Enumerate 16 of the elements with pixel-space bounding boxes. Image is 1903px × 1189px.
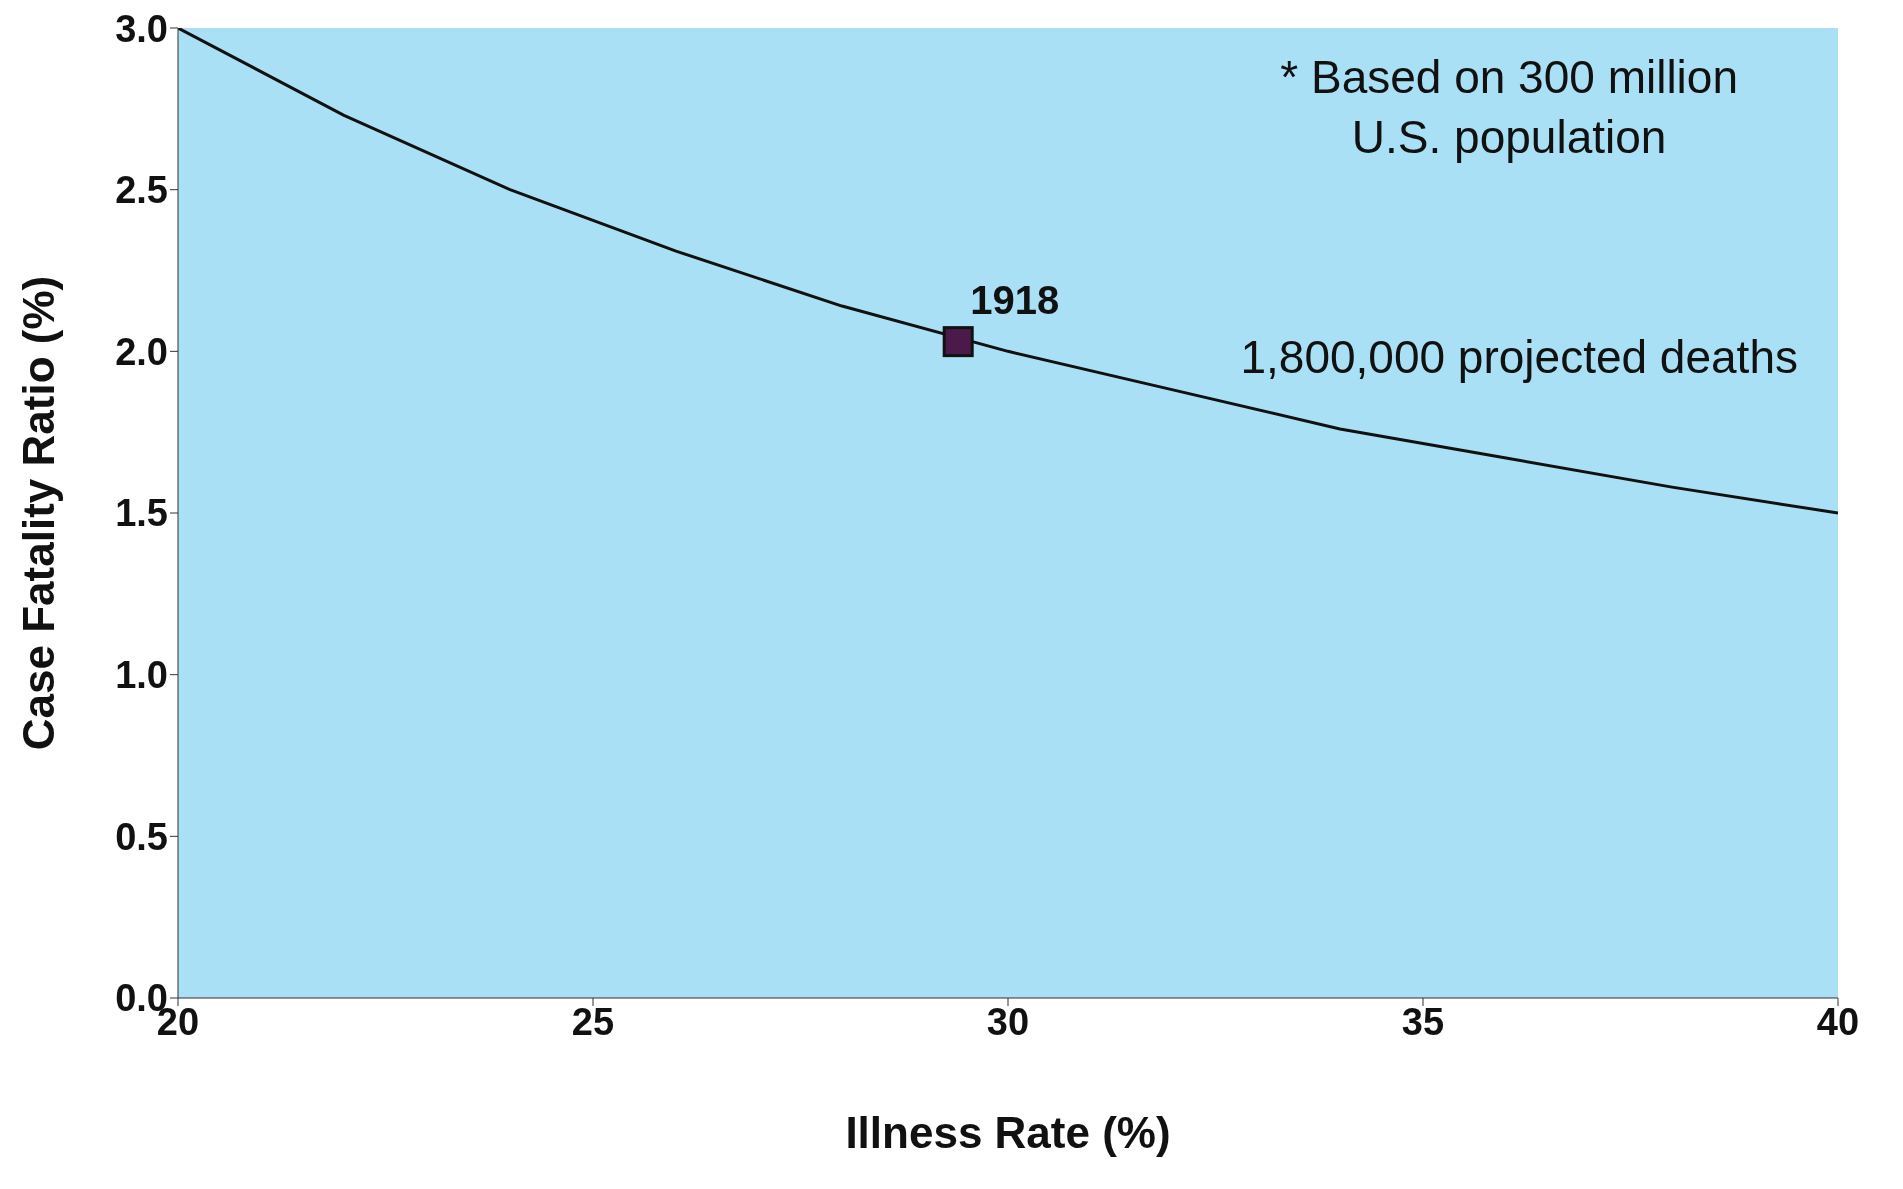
x-axis-title: Illness Rate (%): [845, 1108, 1171, 1157]
y-tick-label: 3.0: [115, 7, 168, 50]
annotation: 1,800,000 projected deaths: [1240, 330, 1798, 385]
x-tick-label: 25: [571, 1000, 615, 1043]
annotation: 1918: [970, 277, 1060, 322]
x-tick-label: 40: [1816, 1000, 1860, 1043]
annotation: * Based on 300 million U.S. population: [1280, 50, 1738, 165]
y-tick-label: 2.0: [115, 330, 168, 373]
line-series: [178, 28, 1838, 515]
y-tick-label: 1.5: [115, 492, 168, 535]
y-axis-title: Case Fatality Ratio (%): [13, 275, 63, 751]
x-tick-label: 30: [986, 1000, 1030, 1043]
y-tick-label: 0.5: [115, 815, 168, 858]
x-tick-label: 35: [1401, 1000, 1445, 1043]
y-tick-label: 1.0: [115, 654, 168, 697]
y-tick-label: 2.5: [115, 169, 168, 212]
